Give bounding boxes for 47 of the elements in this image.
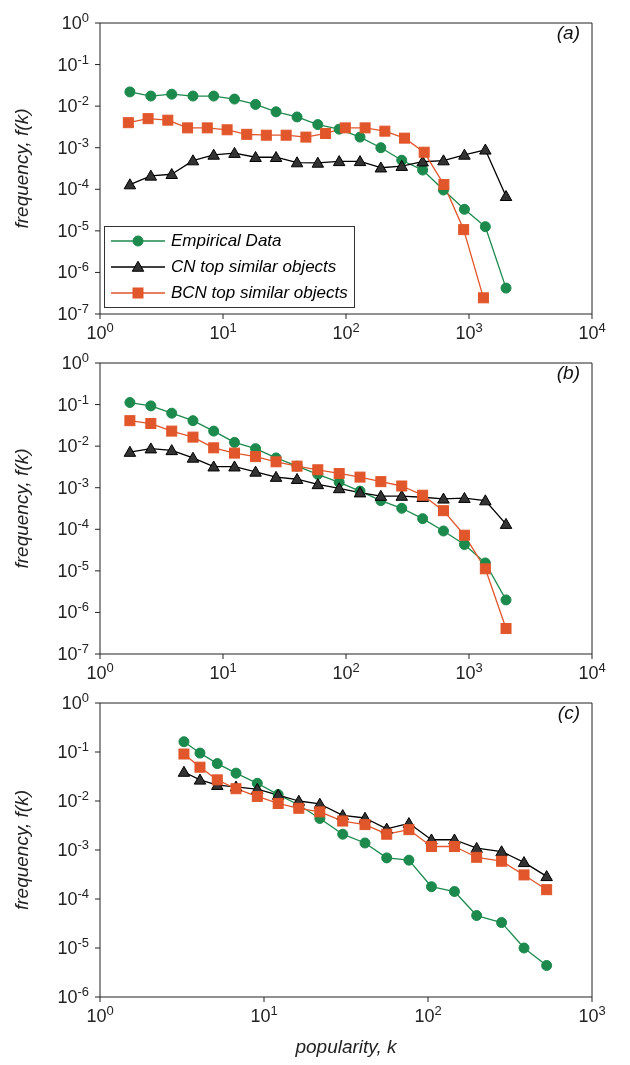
y-tick-label: 10$^{0}$	[61, 689, 89, 713]
x-tick-label: 10$^{0}$	[86, 319, 114, 343]
y-tick-label: 10$^{-2}$	[57, 92, 89, 117]
y-tick-label: 10$^{-5}$	[57, 934, 89, 958]
y-tick-label: 10$^{-4}$	[57, 515, 89, 540]
y-tick-label: 10$^{-3}$	[57, 836, 89, 860]
y-tick-label: 10$^{-6}$	[57, 258, 89, 283]
y-tick-label: 10$^{-1}$	[57, 51, 89, 75]
x-tick-label: 10$^{3}$	[455, 659, 483, 683]
y-tick-label: 10$^{-3}$	[57, 474, 89, 498]
x-tick-label: 10$^{2}$	[332, 319, 360, 343]
x-tick-label: 10$^{1}$	[250, 1002, 278, 1026]
y-axis-title: frequency, f(k)	[11, 108, 32, 229]
y-tick-label: 10$^{0}$	[61, 349, 89, 373]
legend-label: BCN top similar objects	[171, 283, 348, 303]
x-tick-label: 10$^{1}$	[209, 659, 237, 683]
y-tick-label: 10$^{-1}$	[57, 738, 89, 762]
y-tick-label: 10$^{-3}$	[57, 134, 89, 158]
x-tick-label: 10$^{3}$	[578, 1002, 606, 1026]
x-axis-title: popularity, k	[294, 1036, 399, 1057]
y-tick-label: 10$^{-4}$	[57, 175, 89, 200]
legend-label: Empirical Data	[171, 231, 282, 251]
x-tick-label: 10$^{4}$	[578, 319, 606, 343]
x-tick-label: 10$^{3}$	[455, 319, 483, 343]
annotation: (a)	[556, 22, 580, 44]
x-tick-label: 10$^{0}$	[86, 659, 114, 683]
annotation: (c)	[557, 702, 580, 724]
y-tick-label: 10$^{-2}$	[57, 787, 89, 811]
annotation: (b)	[556, 362, 580, 384]
y-tick-label: 10$^{-1}$	[57, 391, 89, 415]
y-tick-label: 10$^{-2}$	[57, 432, 89, 457]
y-tick-label: 10$^{-6}$	[57, 598, 89, 623]
y-tick-label: 10$^{0}$	[61, 9, 89, 33]
x-tick-label: 10$^{1}$	[209, 319, 237, 343]
x-tick-label: 10$^{2}$	[332, 659, 360, 683]
y-tick-label: 10$^{-7}$	[57, 300, 89, 324]
y-axis-title: frequency, f(k)	[11, 789, 32, 911]
y-tick-label: 10$^{-4}$	[57, 885, 89, 909]
legend-label: CN top similar objects	[171, 257, 337, 277]
x-tick-label: 10$^{4}$	[578, 659, 606, 683]
x-tick-label: 10$^{2}$	[414, 1002, 442, 1026]
x-tick-label: 10$^{0}$	[86, 1002, 114, 1026]
y-tick-label: 10$^{-6}$	[57, 983, 89, 1007]
y-tick-label: 10$^{-5}$	[57, 217, 89, 241]
y-tick-label: 10$^{-7}$	[57, 640, 89, 664]
y-axis-title: frequency, f(k)	[11, 448, 32, 569]
y-tick-label: 10$^{-5}$	[57, 557, 89, 581]
